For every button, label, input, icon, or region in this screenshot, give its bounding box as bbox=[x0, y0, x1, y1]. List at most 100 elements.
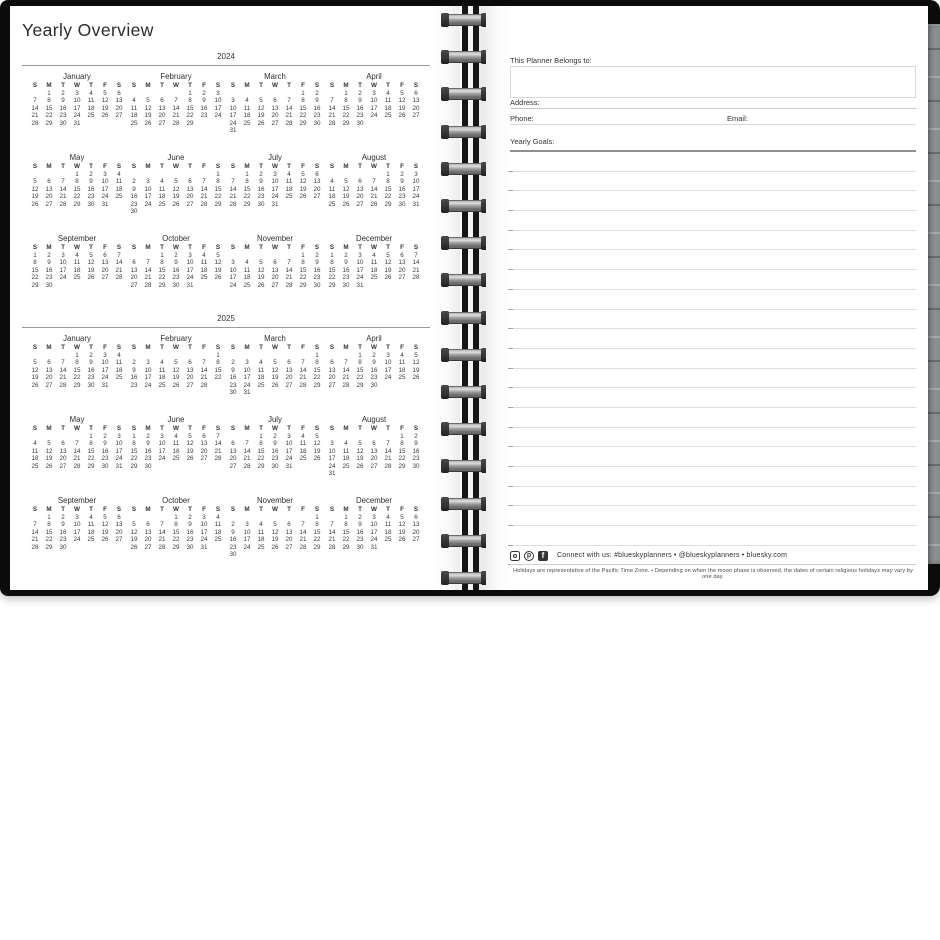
day-cell: 18 bbox=[257, 374, 265, 382]
day-cell: 24 bbox=[200, 536, 208, 544]
day-cell: 13 bbox=[370, 447, 378, 455]
day-cell: 6 bbox=[330, 359, 334, 367]
day-cell: 10 bbox=[200, 521, 208, 529]
day-cell: 5 bbox=[146, 97, 150, 105]
weekday-header: F bbox=[103, 82, 107, 89]
day-cell: 22 bbox=[214, 374, 222, 382]
day-cell: 24 bbox=[73, 536, 81, 544]
day-cell: 20 bbox=[412, 104, 420, 112]
year-label: 2025 bbox=[217, 314, 235, 323]
weekday-header: S bbox=[329, 425, 335, 432]
day-cell: 4 bbox=[287, 170, 291, 178]
weekday-header: F bbox=[103, 506, 107, 513]
day-cell: 21 bbox=[214, 447, 222, 455]
day-cell: 18 bbox=[31, 455, 39, 463]
day-cell: 10 bbox=[214, 97, 222, 105]
weekday-header: W bbox=[272, 425, 278, 432]
day-cell: 14 bbox=[200, 185, 208, 193]
day-cell: 28 bbox=[243, 462, 251, 470]
day-cell: 24 bbox=[59, 274, 67, 282]
weekday-header: W bbox=[371, 425, 377, 432]
day-cell: 14 bbox=[342, 366, 350, 374]
day-cell: 31 bbox=[200, 543, 208, 551]
day-cell: 7 bbox=[75, 440, 79, 448]
day-cell: 2 bbox=[103, 432, 107, 440]
day-cell: 24 bbox=[229, 119, 237, 127]
day-cell: 25 bbox=[299, 455, 307, 463]
day-cell: 20 bbox=[144, 536, 152, 544]
day-cell: 15 bbox=[342, 104, 350, 112]
day-cell: 15 bbox=[73, 366, 81, 374]
day-cell: 7 bbox=[287, 259, 291, 267]
day-cell: 21 bbox=[31, 112, 39, 120]
weekday-header: S bbox=[215, 506, 221, 513]
weekday-header: S bbox=[230, 344, 236, 351]
day-cell: 8 bbox=[47, 521, 51, 529]
day-cell: 1 bbox=[75, 170, 79, 178]
day-cell: 29 bbox=[45, 119, 53, 127]
day-grid: 1 2 3 4 5 6 7 8 9 10 11 12 13 14 15 16 17 18 19 20 21 22 23 24 2… bbox=[28, 171, 126, 209]
day-cell: 6 bbox=[287, 521, 291, 529]
day-cell: 22 bbox=[158, 274, 166, 282]
weekday-header: S bbox=[116, 506, 122, 513]
month-name: January bbox=[63, 72, 91, 81]
day-cell: 27 bbox=[398, 274, 406, 282]
weekday-header: M bbox=[145, 344, 151, 351]
day-cell: 1 bbox=[47, 513, 51, 521]
day-cell: 1 bbox=[344, 513, 348, 521]
day-cell: 16 bbox=[87, 366, 95, 374]
mini-calendar-february-2025: February S M T W T F S 1 2 3 4 5 6 7 8 9 10 11 12 13 14 15 16 17… bbox=[127, 334, 225, 415]
day-cell: 5 bbox=[103, 513, 107, 521]
day-cell: 20 bbox=[356, 193, 364, 201]
day-cell: 24 bbox=[285, 455, 293, 463]
day-cell: 24 bbox=[101, 193, 109, 201]
day-cell: 11 bbox=[158, 366, 166, 374]
day-cell: 2 bbox=[231, 359, 235, 367]
day-cell: 15 bbox=[87, 447, 95, 455]
day-cell: 15 bbox=[313, 528, 321, 536]
weekday-header: F bbox=[202, 163, 206, 170]
day-cell: 12 bbox=[130, 528, 138, 536]
day-cell: 12 bbox=[31, 366, 39, 374]
day-cell: 1 bbox=[259, 432, 263, 440]
day-cell: 9 bbox=[231, 366, 235, 374]
day-cell: 17 bbox=[115, 447, 123, 455]
day-cell: 27 bbox=[229, 462, 237, 470]
day-grid: 1 2 3 4 5 6 7 8 9 10 11 12 13 14 15 16 17 18 19 20 21 22 23 24 2… bbox=[226, 352, 324, 397]
day-cell: 15 bbox=[214, 185, 222, 193]
day-cell: 8 bbox=[245, 178, 249, 186]
day-cell: 15 bbox=[158, 266, 166, 274]
weekday-header: T bbox=[89, 244, 93, 251]
ruled-line bbox=[508, 290, 916, 310]
day-cell: 12 bbox=[271, 528, 279, 536]
weekday-header: W bbox=[173, 244, 179, 251]
day-grid: 1 2 3 4 5 6 7 8 9 10 11 12 13 14 15 16 17 18 19 20 21 22 23 24 2… bbox=[325, 252, 423, 290]
coil-loop bbox=[441, 13, 489, 27]
day-cell: 11 bbox=[342, 447, 350, 455]
goal-lines bbox=[508, 152, 916, 566]
day-cell: 9 bbox=[89, 359, 93, 367]
day-cell: 13 bbox=[271, 104, 279, 112]
day-cell: 30 bbox=[398, 200, 406, 208]
day-cell: 11 bbox=[384, 521, 392, 529]
day-cell: 9 bbox=[146, 440, 150, 448]
day-cell: 12 bbox=[342, 185, 350, 193]
day-cell: 13 bbox=[101, 259, 109, 267]
day-cell: 23 bbox=[130, 200, 138, 208]
day-grid: 1 2 3 4 5 6 7 8 9 10 11 12 13 14 15 16 17 18 19 20 21 22 23 24 2… bbox=[127, 433, 225, 471]
weekday-header: M bbox=[46, 506, 52, 513]
day-cell: 19 bbox=[271, 536, 279, 544]
weekday-header: T bbox=[358, 344, 362, 351]
month-name: September bbox=[57, 234, 97, 243]
day-cell: 18 bbox=[158, 193, 166, 201]
day-cell: 21 bbox=[200, 374, 208, 382]
day-cell: 8 bbox=[216, 178, 220, 186]
yearly-goals-label: Yearly Goals: bbox=[510, 137, 555, 146]
weekday-header: W bbox=[173, 163, 179, 170]
day-cell: 4 bbox=[259, 521, 263, 529]
day-cell: 22 bbox=[243, 193, 251, 201]
day-cell: 2 bbox=[89, 170, 93, 178]
ruled-line bbox=[508, 270, 916, 290]
